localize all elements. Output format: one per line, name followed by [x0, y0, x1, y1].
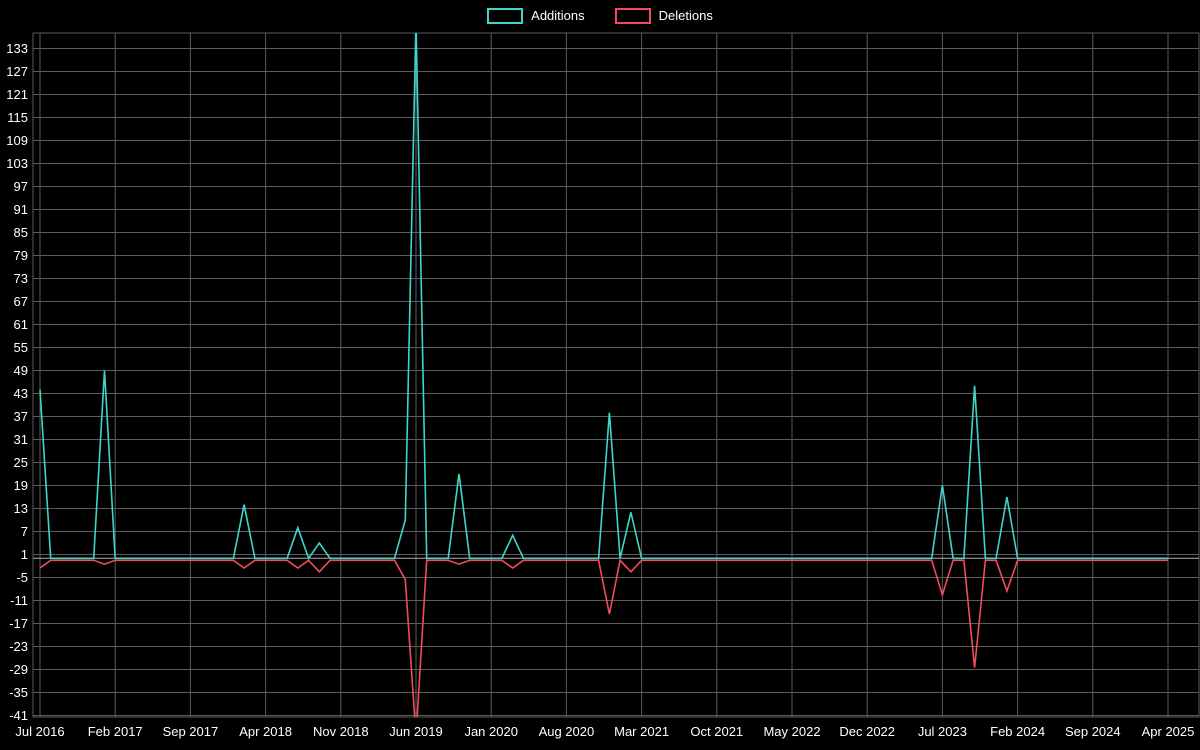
svg-text:Sep 2017: Sep 2017	[163, 724, 219, 739]
svg-text:31: 31	[14, 432, 28, 447]
svg-text:79: 79	[14, 248, 28, 263]
svg-text:115: 115	[7, 110, 28, 125]
svg-text:49: 49	[14, 363, 28, 378]
svg-text:13: 13	[14, 501, 28, 516]
svg-text:-23: -23	[9, 639, 28, 654]
svg-text:Jan 2020: Jan 2020	[464, 724, 518, 739]
svg-text:-11: -11	[10, 593, 28, 608]
svg-text:73: 73	[14, 271, 28, 286]
svg-text:Apr 2025: Apr 2025	[1142, 724, 1195, 739]
svg-text:-41: -41	[9, 708, 28, 723]
svg-text:-29: -29	[9, 662, 28, 677]
svg-text:Feb 2017: Feb 2017	[88, 724, 143, 739]
svg-text:85: 85	[14, 225, 28, 240]
chart-legend: Additions Deletions	[0, 8, 1200, 24]
legend-item-additions: Additions	[487, 8, 585, 24]
additions-legend-label: Additions	[531, 8, 585, 23]
deletions-swatch-icon	[614, 8, 651, 24]
svg-text:Jul 2023: Jul 2023	[918, 724, 967, 739]
additions-swatch-icon	[487, 8, 524, 24]
svg-text:37: 37	[14, 409, 28, 424]
svg-text:25: 25	[14, 455, 28, 470]
svg-text:May 2022: May 2022	[763, 724, 820, 739]
svg-text:61: 61	[14, 317, 28, 332]
svg-text:Mar 2021: Mar 2021	[614, 724, 669, 739]
svg-text:-35: -35	[9, 685, 28, 700]
svg-text:67: 67	[14, 294, 28, 309]
svg-text:Sep 2024: Sep 2024	[1065, 724, 1121, 739]
svg-text:Jul 2016: Jul 2016	[15, 724, 64, 739]
svg-text:7: 7	[21, 524, 28, 539]
svg-text:19: 19	[14, 478, 28, 493]
svg-text:43: 43	[14, 386, 28, 401]
svg-text:-17: -17	[9, 616, 28, 631]
svg-text:91: 91	[14, 202, 28, 217]
svg-text:Aug 2020: Aug 2020	[539, 724, 595, 739]
svg-text:-5: -5	[16, 570, 28, 585]
svg-text:55: 55	[14, 340, 28, 355]
svg-text:97: 97	[14, 179, 28, 194]
svg-text:133: 133	[6, 41, 28, 56]
svg-text:1: 1	[21, 547, 28, 562]
svg-text:Feb 2024: Feb 2024	[990, 724, 1045, 739]
svg-text:121: 121	[6, 87, 28, 102]
svg-text:127: 127	[6, 64, 28, 79]
svg-text:Apr 2018: Apr 2018	[239, 724, 292, 739]
svg-text:Jun 2019: Jun 2019	[389, 724, 443, 739]
svg-text:Nov 2018: Nov 2018	[313, 724, 369, 739]
deletions-legend-label: Deletions	[658, 8, 713, 23]
legend-item-deletions: Deletions	[614, 8, 713, 24]
svg-text:Oct 2021: Oct 2021	[690, 724, 743, 739]
svg-text:Dec 2022: Dec 2022	[839, 724, 895, 739]
svg-text:103: 103	[6, 156, 28, 171]
svg-text:109: 109	[6, 133, 28, 148]
